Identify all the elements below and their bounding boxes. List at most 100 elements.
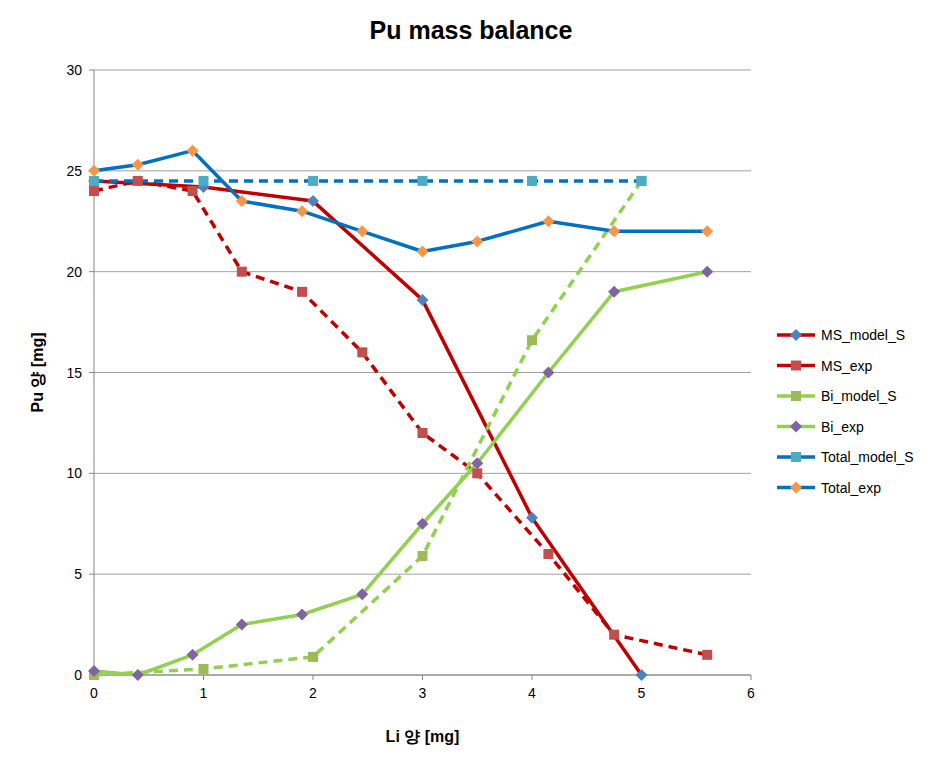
series-line	[94, 181, 642, 675]
x-tick-label: 4	[528, 685, 536, 701]
x-tick	[203, 675, 204, 680]
data-point	[637, 176, 647, 186]
data-point	[702, 650, 712, 660]
y-tick-label: 25	[66, 163, 82, 179]
data-point	[88, 665, 100, 677]
legend-marker	[791, 361, 801, 371]
legend-label: Total_model_S	[821, 449, 914, 465]
legend-label: Bi_model_S	[821, 388, 897, 404]
x-tick	[422, 675, 423, 680]
data-point	[608, 286, 620, 298]
data-point	[132, 159, 144, 171]
data-point	[356, 588, 368, 600]
y-tick-label: 15	[66, 365, 82, 381]
x-tick-label: 6	[747, 685, 755, 701]
legend-marker	[790, 421, 802, 433]
grid-line	[94, 372, 751, 373]
legend-marker	[790, 329, 802, 341]
data-point	[418, 551, 428, 561]
y-axis-label: Pu 양 [mg]	[29, 333, 46, 413]
data-point	[527, 335, 537, 345]
data-point	[543, 549, 553, 559]
legend-marker	[791, 452, 801, 462]
data-point	[89, 186, 99, 196]
x-tick-label: 1	[200, 685, 208, 701]
data-point	[133, 176, 143, 186]
y-tick-label: 5	[74, 566, 82, 582]
data-point	[188, 186, 198, 196]
data-point	[542, 215, 554, 227]
data-point	[187, 649, 199, 661]
data-point	[471, 235, 483, 247]
data-point	[297, 287, 307, 297]
y-tick	[89, 271, 94, 272]
data-point	[636, 669, 648, 681]
data-point	[418, 176, 428, 186]
data-point	[187, 145, 199, 157]
background	[0, 0, 943, 769]
data-point	[417, 246, 429, 258]
y-tick-label: 20	[66, 264, 82, 280]
legend-label: Bi_exp	[821, 419, 864, 435]
x-tick	[532, 675, 533, 680]
data-point	[527, 176, 537, 186]
legend-marker	[790, 482, 802, 494]
data-point	[89, 176, 99, 186]
series-line	[94, 151, 707, 252]
data-point	[236, 619, 248, 631]
chart: Pu mass balance 0 5 10 15 20 25 30 0 1 2 3 4 5 6 Li 양 […	[0, 0, 943, 769]
grid-line	[94, 574, 751, 575]
data-point	[701, 266, 713, 278]
data-point	[236, 195, 248, 207]
data-point	[472, 468, 482, 478]
y-tick	[89, 574, 94, 575]
data-point	[418, 428, 428, 438]
data-point	[356, 225, 368, 237]
data-point	[542, 367, 554, 379]
plot-area	[88, 145, 713, 681]
data-point	[357, 347, 367, 357]
y-tick	[89, 70, 94, 71]
y-tick-label: 0	[74, 667, 82, 683]
x-tick-label: 2	[309, 685, 317, 701]
legend-label: MS_exp	[821, 358, 873, 374]
data-point	[308, 176, 318, 186]
data-point	[308, 652, 318, 662]
legend-label: Total_exp	[821, 480, 881, 496]
series-line	[94, 181, 642, 675]
data-point	[417, 294, 429, 306]
y-tick-label: 10	[66, 465, 82, 481]
data-point	[307, 195, 319, 207]
data-point	[199, 176, 209, 186]
title: Pu mass balance	[370, 16, 573, 44]
y-axis	[94, 70, 95, 675]
x-tick-label: 3	[419, 685, 427, 701]
data-point	[471, 457, 483, 469]
data-point	[608, 225, 620, 237]
grid-line	[94, 170, 751, 171]
data-point	[637, 176, 647, 186]
x-tick-label: 0	[90, 685, 98, 701]
data-point	[701, 225, 713, 237]
series-line	[94, 181, 707, 655]
data-point	[526, 512, 538, 524]
grid-line	[94, 70, 751, 71]
x-axis-label: Li 양 [mg]	[386, 728, 460, 745]
legend-label: MS_model_S	[821, 327, 905, 343]
y-tick	[89, 372, 94, 373]
legend: MS_model_S MS_exp Bi_model_S Bi_exp Total_mo…	[777, 327, 914, 496]
data-point	[237, 267, 247, 277]
grid-line	[94, 473, 751, 474]
series-line	[94, 179, 642, 183]
data-point	[132, 669, 144, 681]
x-tick	[313, 675, 314, 680]
y-tick-label: 30	[66, 62, 82, 78]
series-line	[94, 272, 707, 675]
data-point	[296, 609, 308, 621]
x-tick-label: 5	[638, 685, 646, 701]
grid-line	[94, 675, 751, 676]
x-tick	[751, 675, 752, 680]
data-point	[199, 664, 209, 674]
data-point	[296, 205, 308, 217]
grid-line	[94, 271, 751, 272]
